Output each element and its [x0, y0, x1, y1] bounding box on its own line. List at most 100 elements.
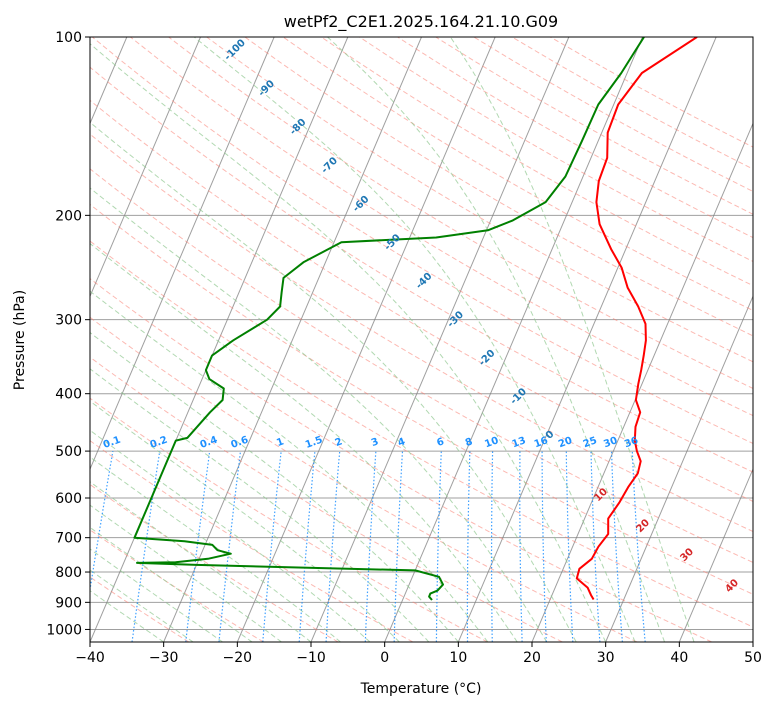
- moist-adiabat-line: [90, 481, 312, 642]
- moist-adiabat-line: [90, 590, 164, 642]
- mixing-ratio-line: [218, 451, 242, 642]
- y-tick-label: 1000: [46, 622, 82, 638]
- moist-adiabat-line: [90, 290, 489, 642]
- mixing-ratio-line: [298, 451, 316, 642]
- moist-adiabat-line: [90, 368, 430, 642]
- mixing-ratio-line: [393, 451, 404, 642]
- moist-adiabat-line: [327, 37, 666, 642]
- mixing-ratio-label: 13: [511, 435, 528, 450]
- x-axis-label: Temperature (°C): [360, 681, 482, 697]
- dry-adiabat-line: [206, 37, 753, 363]
- x-tick-label: 10: [449, 650, 467, 666]
- moist-adiabat-line: [90, 121, 577, 642]
- dry-adiabat-line: [168, 37, 753, 389]
- y-tick-label: 400: [55, 387, 82, 403]
- dry-adiabat-line: [90, 168, 753, 563]
- x-tick-label: −40: [75, 650, 105, 666]
- dry-adiabat-line: [90, 99, 753, 502]
- mixing-ratio-label: 25: [582, 435, 599, 450]
- mixing-ratio-label: 2: [334, 436, 344, 449]
- isotherm-line: [531, 122, 753, 642]
- plot-background: [90, 37, 753, 642]
- isotherm-line: [384, 37, 643, 642]
- sounding-series: [133, 37, 698, 601]
- mixing-ratio-line: [262, 451, 282, 642]
- y-tick-label: 200: [55, 208, 82, 224]
- mixing-ratio-line: [565, 451, 574, 642]
- mixing-ratio-label: 3: [370, 436, 380, 449]
- mixing-ratio-line: [364, 451, 377, 642]
- moist-adiabat-line: [90, 569, 194, 642]
- mixing-ratio-label: 36: [623, 435, 640, 450]
- dry-adiabat-line: [90, 278, 712, 642]
- dewpoint-profile-line: [133, 37, 645, 601]
- isotherm-line: [90, 37, 201, 298]
- x-tick-label: 0: [380, 650, 389, 666]
- dry-adiabat-line: [90, 66, 753, 473]
- mixing-ratio-label: 20: [557, 435, 574, 450]
- moist-adiabat-line: [449, 37, 695, 642]
- moist-adiabat-line: [90, 526, 253, 642]
- dry-adiabat-line: [90, 397, 488, 642]
- mixing-ratio-label: 30: [602, 435, 619, 450]
- mixing-ratio-line: [590, 451, 601, 642]
- mixing-ratio-line: [435, 451, 442, 642]
- mixing-ratio-line: [490, 451, 494, 642]
- y-tick-label: 800: [55, 565, 82, 581]
- isotherm-line: [163, 37, 422, 642]
- x-tick-label: 20: [523, 650, 541, 666]
- x-tick-label: 40: [670, 650, 688, 666]
- chart-title: wetPf2_C2E1.2025.164.21.10.G09: [284, 12, 558, 32]
- y-tick-label: 300: [55, 313, 82, 329]
- mixing-ratio-label: 6: [435, 436, 445, 449]
- mixing-ratio-label: 16: [533, 435, 550, 450]
- dry-adiabat-line: [90, 356, 563, 642]
- isotherm-line: [90, 37, 349, 642]
- y-tick-label: 700: [55, 531, 82, 547]
- moist-adiabat-line: [193, 37, 636, 642]
- isotherm-line: [90, 37, 275, 471]
- dry-adiabat-line: [90, 240, 753, 628]
- x-tick-label: −10: [296, 650, 326, 666]
- moist-adiabat-line: [90, 548, 223, 642]
- isotherm-line: [678, 467, 753, 642]
- moist-adiabat-line: [90, 456, 341, 642]
- y-tick-label: 500: [55, 444, 82, 460]
- moist-adiabat-line: [90, 242, 518, 642]
- axes: −40 −30 −20 −10 0 10 20 30 40 50 100 200 300 400 500 60…: [46, 30, 762, 666]
- y-axis-label: Pressure (hPa): [12, 290, 28, 390]
- mixing-ratio-label: 1: [275, 436, 285, 449]
- moist-adiabat-line: [90, 504, 282, 642]
- dry-adiabat-line: [90, 203, 753, 595]
- y-tick-label: 900: [55, 595, 82, 611]
- mixing-ratio-line: [519, 451, 523, 642]
- mixing-ratio-line: [631, 451, 646, 642]
- mixing-ratio-line: [325, 451, 341, 642]
- isotherm-line: [457, 37, 717, 642]
- x-tick-label: 30: [597, 650, 615, 666]
- isotherm-line: [752, 640, 753, 642]
- moist-adiabat-line: [90, 429, 371, 642]
- mixing-ratio-line: [610, 451, 623, 642]
- x-tick-label: 50: [744, 650, 762, 666]
- isotherm-line: [605, 295, 753, 642]
- dry-adiabat-line: [90, 133, 753, 533]
- dry-adiabat-line: [244, 37, 753, 337]
- x-tick-label: −30: [149, 650, 179, 666]
- dry-adiabat-line: [90, 529, 264, 642]
- y-tick-label: 100: [55, 30, 82, 46]
- mixing-ratio-line: [541, 451, 547, 642]
- mixing-ratio-label: 10: [483, 435, 500, 450]
- isotherm-line: [236, 37, 496, 642]
- plot-frame: [89, 36, 754, 643]
- x-tick-label: −20: [223, 650, 253, 666]
- moist-adiabat-line: [90, 400, 400, 642]
- y-tick-label: 600: [55, 491, 82, 507]
- moist-adiabat-line: [90, 331, 459, 642]
- mixing-ratio-line: [466, 451, 471, 642]
- dry-adiabat-line: [282, 37, 753, 312]
- mixing-ratio-label: 4: [396, 436, 406, 449]
- skewt-guide-lines: [90, 37, 753, 642]
- mixing-ratio-label: 8: [464, 436, 474, 449]
